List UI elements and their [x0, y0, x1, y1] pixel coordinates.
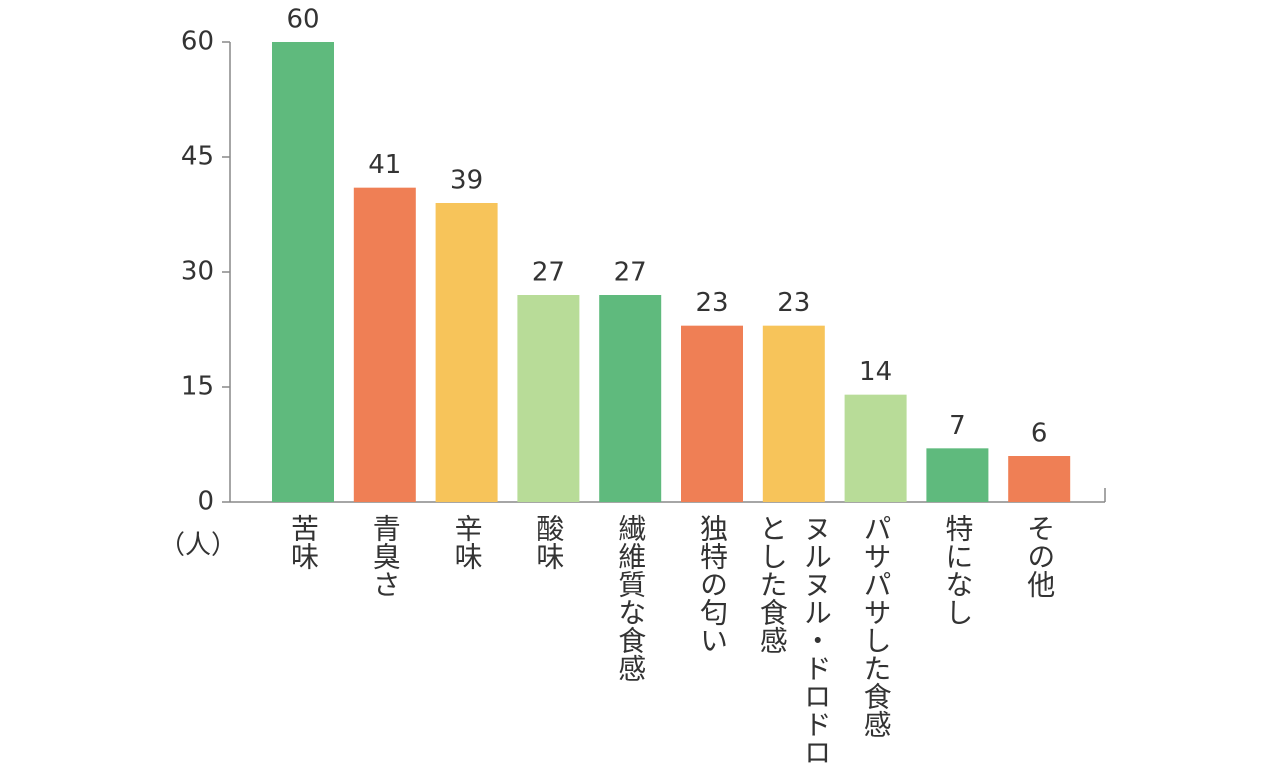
bar	[1008, 456, 1071, 502]
value-label: 60	[286, 5, 319, 35]
y-tick-label: 15	[181, 372, 214, 402]
value-label: 14	[859, 357, 892, 387]
x-tick-label: 繊維質な食感	[614, 514, 648, 682]
x-tick-label: パサパサした食感	[859, 514, 893, 738]
y-tick-label: 30	[181, 257, 214, 287]
x-tick-label: 青臭さ	[368, 514, 402, 598]
bar	[599, 295, 662, 502]
x-tick-label: ヌルヌル・ドロドロとした食感	[755, 514, 833, 766]
bar	[272, 42, 334, 502]
value-label: 39	[450, 166, 483, 196]
bar	[844, 394, 907, 502]
value-label: 27	[532, 258, 565, 288]
x-tick-label: 特になし	[941, 514, 975, 626]
value-label: 41	[368, 150, 401, 180]
y-axis-label: （人）	[159, 531, 237, 561]
bar	[762, 325, 825, 502]
y-tick-label: 0	[197, 487, 214, 517]
bar	[435, 203, 498, 502]
x-tick-label: その他	[1023, 514, 1057, 598]
x-tick-label: 酸味	[532, 514, 566, 570]
bar	[517, 295, 580, 502]
y-tick-label: 60	[181, 27, 214, 57]
x-tick-label: 独特の匂い	[696, 514, 729, 654]
x-tick-label: 辛味	[450, 514, 484, 570]
bar	[926, 448, 989, 502]
y-tick-label: 45	[181, 142, 214, 172]
value-label: 6	[1031, 419, 1048, 449]
value-label: 23	[777, 288, 810, 318]
value-label: 23	[695, 288, 728, 318]
bar	[353, 187, 416, 502]
bar	[681, 325, 743, 502]
x-tick-label: 苦味	[287, 514, 320, 570]
value-label: 27	[614, 258, 647, 288]
value-label: 7	[949, 411, 966, 441]
